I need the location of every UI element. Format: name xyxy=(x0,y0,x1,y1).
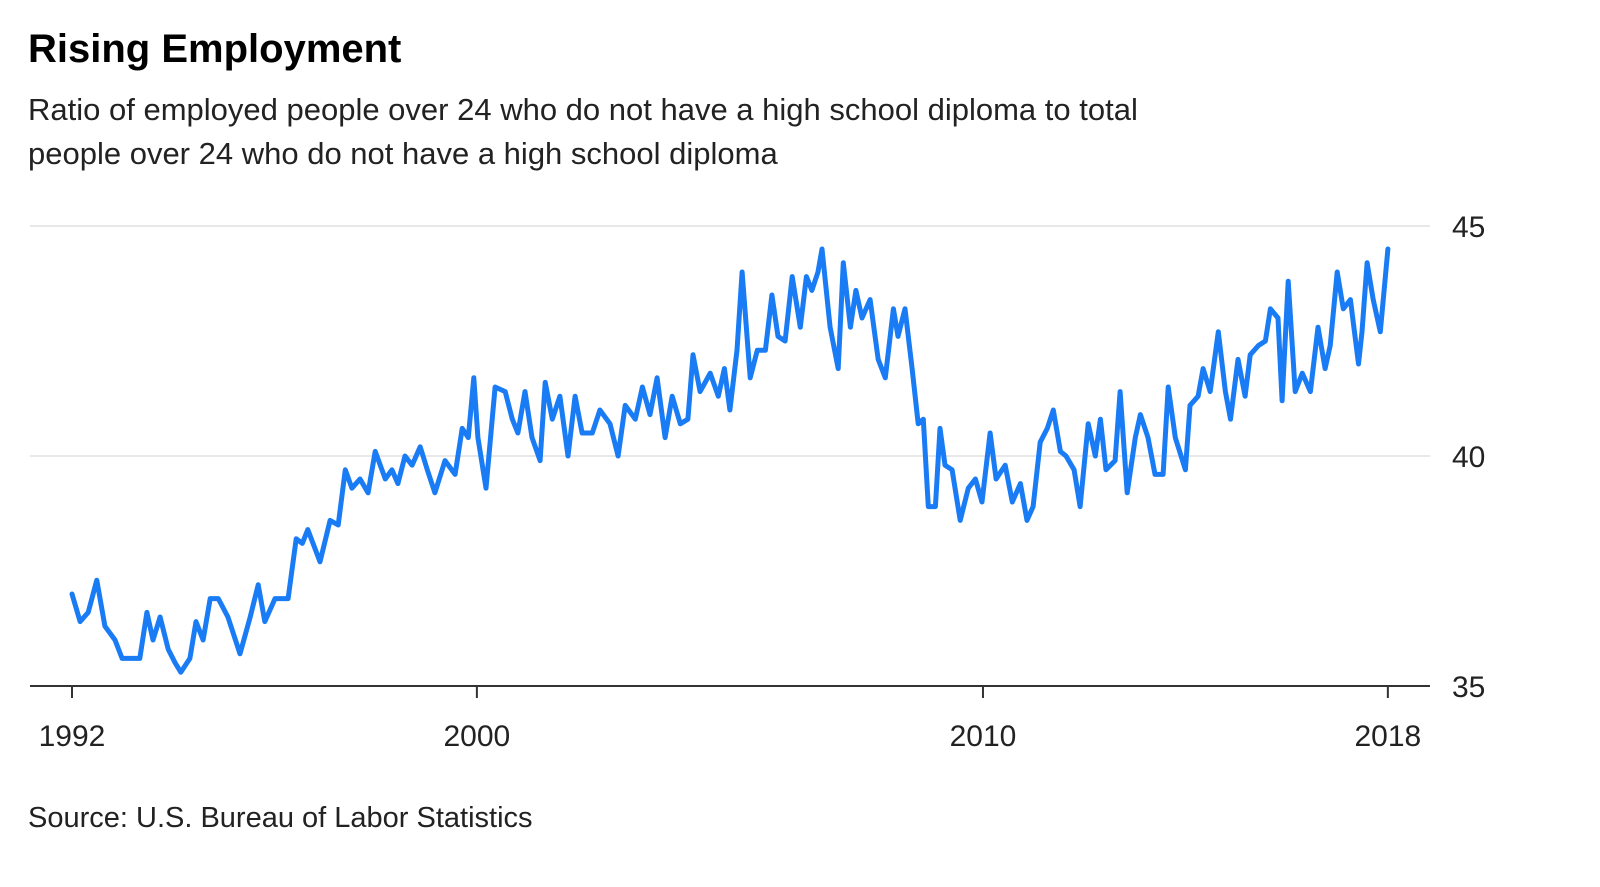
x-tick-label: 2018 xyxy=(1354,720,1421,753)
data-line xyxy=(69,246,1391,675)
y-tick-label: 35 xyxy=(1452,671,1485,704)
source-note: Source: U.S. Bureau of Labor Statistics xyxy=(28,802,533,834)
chart-subtitle: Ratio of employed people over 24 who do … xyxy=(28,92,1138,127)
chart-title: Rising Employment xyxy=(28,27,401,71)
y-tick-label: 45 xyxy=(1452,211,1485,244)
y-tick-label: 40 xyxy=(1452,441,1485,474)
x-tick-label: 1992 xyxy=(39,720,106,753)
x-tick-label: 2000 xyxy=(444,720,511,753)
chart-subtitle: people over 24 who do not have a high sc… xyxy=(28,136,778,171)
x-tick-label: 2010 xyxy=(950,720,1017,753)
